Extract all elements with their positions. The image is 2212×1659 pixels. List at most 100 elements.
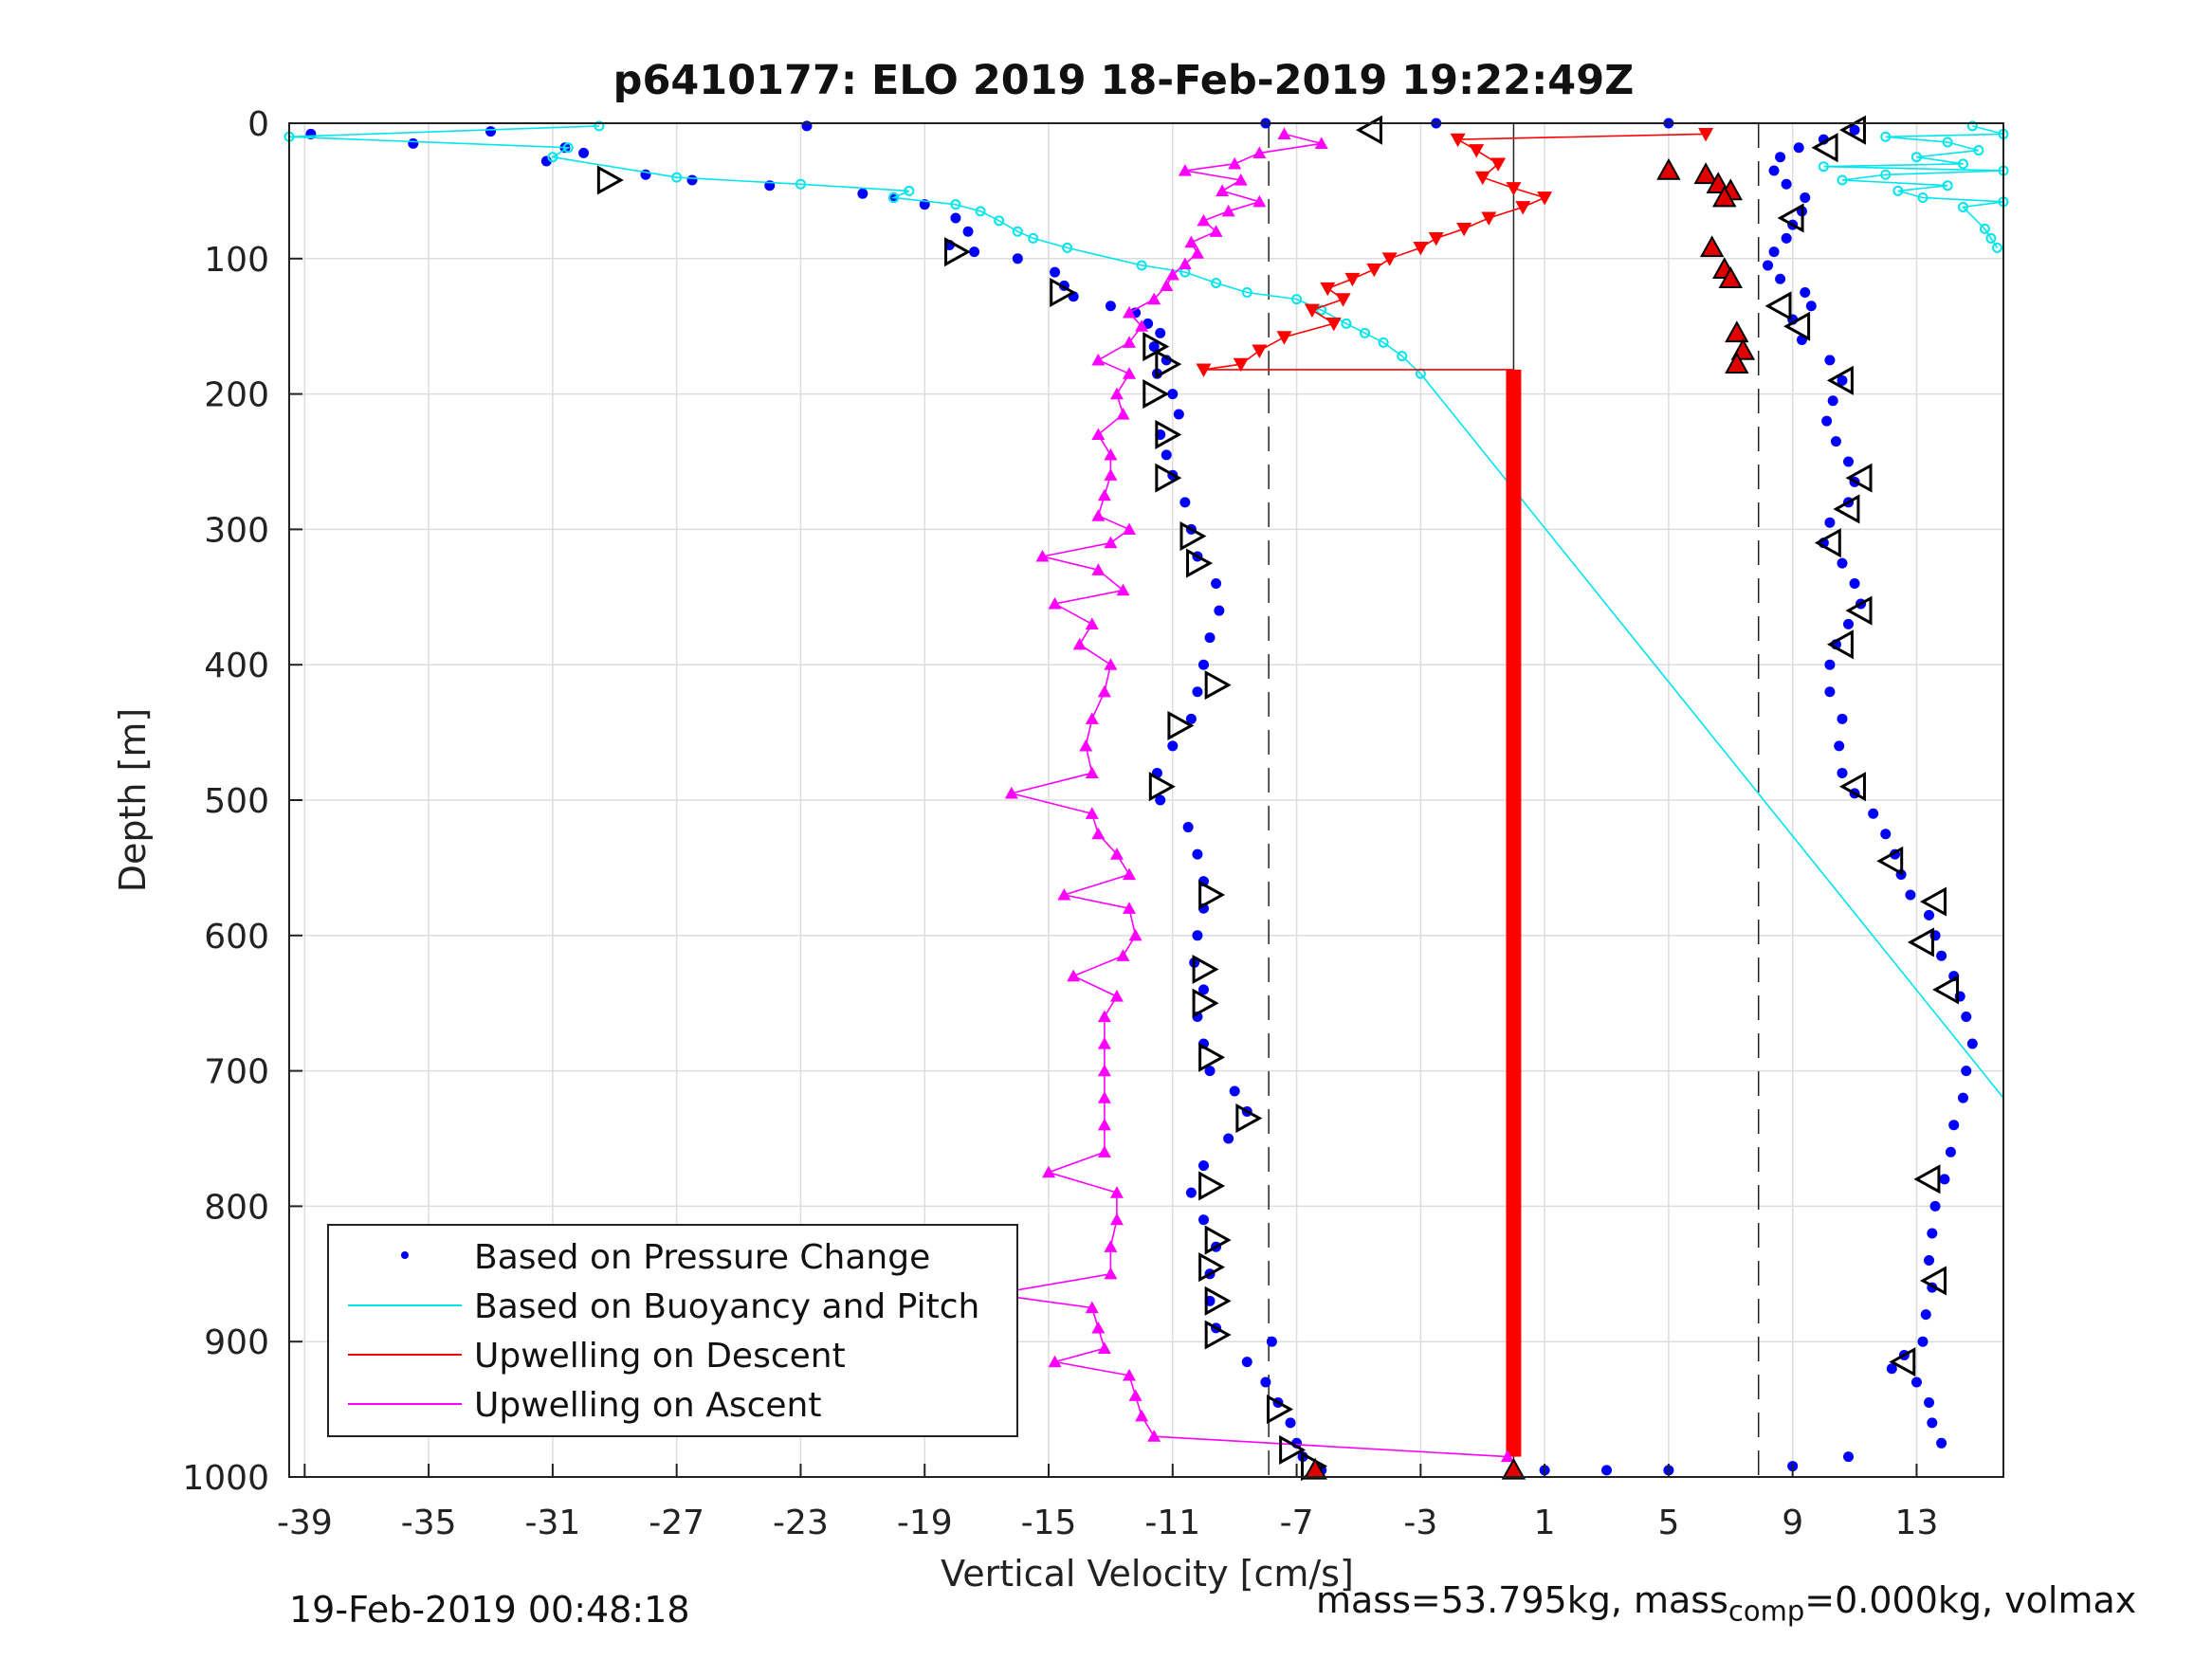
- open-triangle-marker: [1198, 880, 1226, 910]
- buoyancy-point: [1880, 169, 1892, 180]
- open-triangle-marker: [1783, 311, 1811, 341]
- pressure-change-point: [1204, 1066, 1216, 1077]
- pressure-change-point: [578, 147, 590, 158]
- open-triangle-marker: [1179, 520, 1207, 552]
- open-triangle-marker: [1838, 772, 1866, 802]
- pressure-change-point: [1266, 1336, 1277, 1347]
- upwelling-ascent-point: [1072, 637, 1087, 650]
- buoyancy-point: [1979, 223, 1990, 234]
- y-axis-label: Depth [m]: [112, 708, 154, 893]
- pressure-change-point: [1211, 578, 1222, 590]
- pressure-change-point: [1920, 1309, 1931, 1321]
- upwelling-ascent-line: [993, 133, 1508, 1458]
- open-triangle-marker: [1148, 772, 1176, 802]
- pressure-change-point: [1173, 409, 1184, 420]
- buoyancy-point: [1397, 351, 1408, 362]
- upwelling-ascent-point: [1091, 563, 1106, 575]
- open-triangle-marker: [1811, 133, 1838, 163]
- y-axis-ticks: 0 100 200 300 400 500 600 700 800 900 1000: [182, 105, 302, 1498]
- pressure-change-point: [1880, 829, 1892, 840]
- upwelling-descent-point: [1698, 128, 1714, 142]
- upwelling-ascent-point: [1097, 684, 1111, 698]
- buoyancy-point: [994, 215, 1005, 227]
- upwelling-descent-point: [1469, 144, 1485, 158]
- open-triangle-marker: [1826, 365, 1854, 395]
- buoyancy-point: [1136, 260, 1147, 271]
- pressure-change-point: [1945, 1146, 1956, 1158]
- upwelling-ascent-point: [1123, 336, 1137, 348]
- y-tick-label: 300: [204, 511, 269, 550]
- x-tick-label: -31: [524, 1504, 580, 1542]
- open-triangle-marker: [1279, 1434, 1307, 1465]
- upwelling-ascent-point: [1097, 1145, 1111, 1158]
- pressure-change-point: [1012, 253, 1023, 264]
- x-tick-label: -23: [773, 1504, 829, 1542]
- pressure-change-point: [1793, 142, 1804, 154]
- open-triangle-marker: [1155, 419, 1182, 449]
- pressure-change-point: [1197, 1214, 1209, 1226]
- open-triangle-marker: [1833, 494, 1860, 524]
- open-triangle-marker: [944, 237, 972, 267]
- pressure-change-point: [1781, 178, 1792, 190]
- buoyancy-point: [795, 178, 806, 190]
- upwelling-ascent-point: [1048, 1355, 1062, 1368]
- open-triangle-marker: [1814, 528, 1841, 558]
- open-triangle-marker: [1907, 927, 1934, 957]
- buoyancy-point: [1942, 137, 1953, 148]
- pressure-change-point: [1936, 1437, 1947, 1449]
- upwelling-ascent-point: [1104, 658, 1118, 670]
- x-tick-label: -15: [1021, 1504, 1077, 1542]
- pressure-change-point: [1957, 1092, 1968, 1103]
- filled-triangle-marker: [1725, 352, 1749, 374]
- open-triangle-marker: [1204, 670, 1232, 701]
- y-tick-label: 100: [204, 241, 269, 280]
- buoyancy-point: [1012, 226, 1023, 237]
- upwelling-ascent-point: [1135, 1409, 1149, 1422]
- pressure-change-point: [1192, 848, 1203, 860]
- open-triangle-marker: [1192, 988, 1219, 1018]
- y-tick-label: 900: [204, 1323, 269, 1362]
- buoyancy-point: [1985, 232, 1997, 244]
- upwelling-descent-point: [1325, 317, 1342, 332]
- open-triangle-marker: [1192, 954, 1219, 985]
- buoyancy-point: [671, 172, 683, 183]
- upwelling-ascent-point: [1109, 1186, 1124, 1198]
- upwelling-descent-point: [1304, 303, 1320, 319]
- upwelling-ascent-point: [1165, 267, 1179, 281]
- pressure-change-point: [1155, 794, 1166, 806]
- upwelling-ascent-point: [1091, 428, 1106, 441]
- upwelling-ascent-point: [1252, 146, 1267, 159]
- pressure-change-point: [1961, 1011, 1972, 1022]
- buoyancy-point: [1957, 158, 1968, 170]
- open-triangle-marker: [1204, 1285, 1232, 1316]
- upwelling-descent-point: [1320, 282, 1336, 297]
- upwelling-ascent-point: [1104, 447, 1118, 461]
- filled-triangle-marker: [1656, 157, 1681, 180]
- pressure-change-point: [1939, 1174, 1950, 1185]
- upwelling-ascent-point: [1160, 279, 1174, 291]
- pressure-change-point: [1824, 517, 1836, 528]
- y-tick-label: 700: [204, 1053, 269, 1092]
- pressure-change-point: [1837, 374, 1848, 386]
- open-triangle-marker: [596, 165, 624, 195]
- filled-triangle-marker: [1712, 185, 1737, 208]
- x-tick-label: -35: [401, 1504, 457, 1542]
- upwelling-ascent-point: [1500, 1449, 1514, 1463]
- upwelling-ascent-point: [1116, 583, 1130, 596]
- open-triangle-marker: [1845, 595, 1873, 626]
- upwelling-ascent-point: [1091, 353, 1106, 366]
- open-triangle-marker: [1143, 379, 1170, 410]
- buoyancy-point: [1028, 232, 1039, 244]
- pressure-change-point: [1197, 984, 1209, 995]
- buoyancy-point: [975, 206, 986, 217]
- buoyancy-point: [1880, 131, 1892, 142]
- upwelling-descent-constant-bar: [1506, 369, 1522, 1457]
- buoyancy-point: [1062, 242, 1073, 253]
- pressure-change-point: [1167, 740, 1179, 752]
- pressure-change-point: [1601, 1465, 1613, 1476]
- upwelling-descent-point: [1252, 344, 1268, 358]
- buoyancy-point: [547, 152, 558, 163]
- x-tick-label: -27: [649, 1504, 704, 1542]
- upwelling-ascent-point: [1048, 596, 1062, 610]
- pressure-change-point: [408, 137, 419, 149]
